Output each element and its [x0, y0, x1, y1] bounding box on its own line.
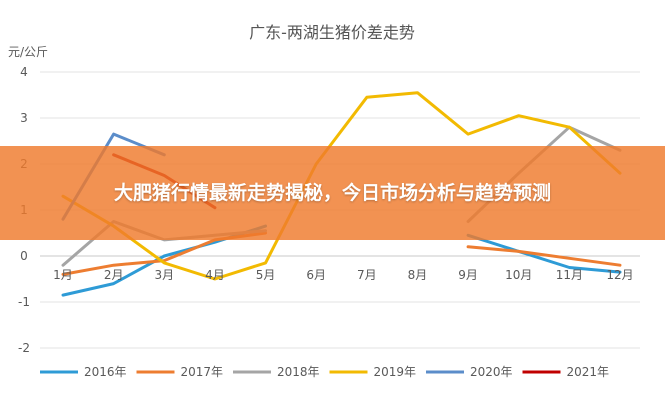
legend-label: 2020年	[470, 365, 513, 379]
x-tick-label: 5月	[256, 268, 276, 282]
x-tick-labels: 1月 2月 3月 4月 5月 6月 7月 8月 9月 10月 11月 12月	[53, 268, 633, 282]
y-tick-label: -1	[18, 295, 30, 309]
y-axis-unit: 元/公斤	[8, 45, 48, 59]
y-tick-label: -2	[18, 341, 30, 355]
y-tick-label: 0	[20, 249, 28, 263]
series-line	[466, 233, 622, 274]
x-tick-label: 8月	[408, 268, 428, 282]
headline-text: 大肥猪行情最新走势揭秘，今日市场分析与趋势预测	[113, 182, 551, 204]
x-tick-label: 11月	[556, 268, 583, 282]
gridlines	[40, 71, 640, 349]
headline-banner: 大肥猪行情最新走势揭秘，今日市场分析与趋势预测	[0, 146, 665, 240]
y-tick-label: 4	[20, 65, 28, 79]
legend-label: 2018年	[277, 365, 320, 379]
chart-title: 广东-两湖生猪价差走势	[249, 23, 415, 42]
x-tick-label: 2月	[104, 268, 124, 282]
x-tick-label: 6月	[306, 268, 326, 282]
x-tick-label: 7月	[357, 268, 377, 282]
y-tick-label: 3	[20, 111, 28, 125]
series-line	[61, 91, 622, 281]
legend-label: 2016年	[84, 365, 127, 379]
x-tick-label: 3月	[154, 268, 174, 282]
legend: 2016年 2017年 2018年 2019年 2020年 2021年	[40, 365, 609, 379]
x-tick-label: 10月	[505, 268, 532, 282]
series-line	[466, 245, 622, 267]
x-tick-label: 1月	[53, 268, 73, 282]
x-tick-label: 12月	[606, 268, 633, 282]
legend-label: 2019年	[374, 365, 417, 379]
legend-label: 2021年	[567, 365, 610, 379]
series-2019年	[61, 91, 622, 281]
x-tick-label: 9月	[458, 268, 478, 282]
legend-label: 2017年	[181, 365, 224, 379]
x-tick-label: 4月	[205, 268, 225, 282]
